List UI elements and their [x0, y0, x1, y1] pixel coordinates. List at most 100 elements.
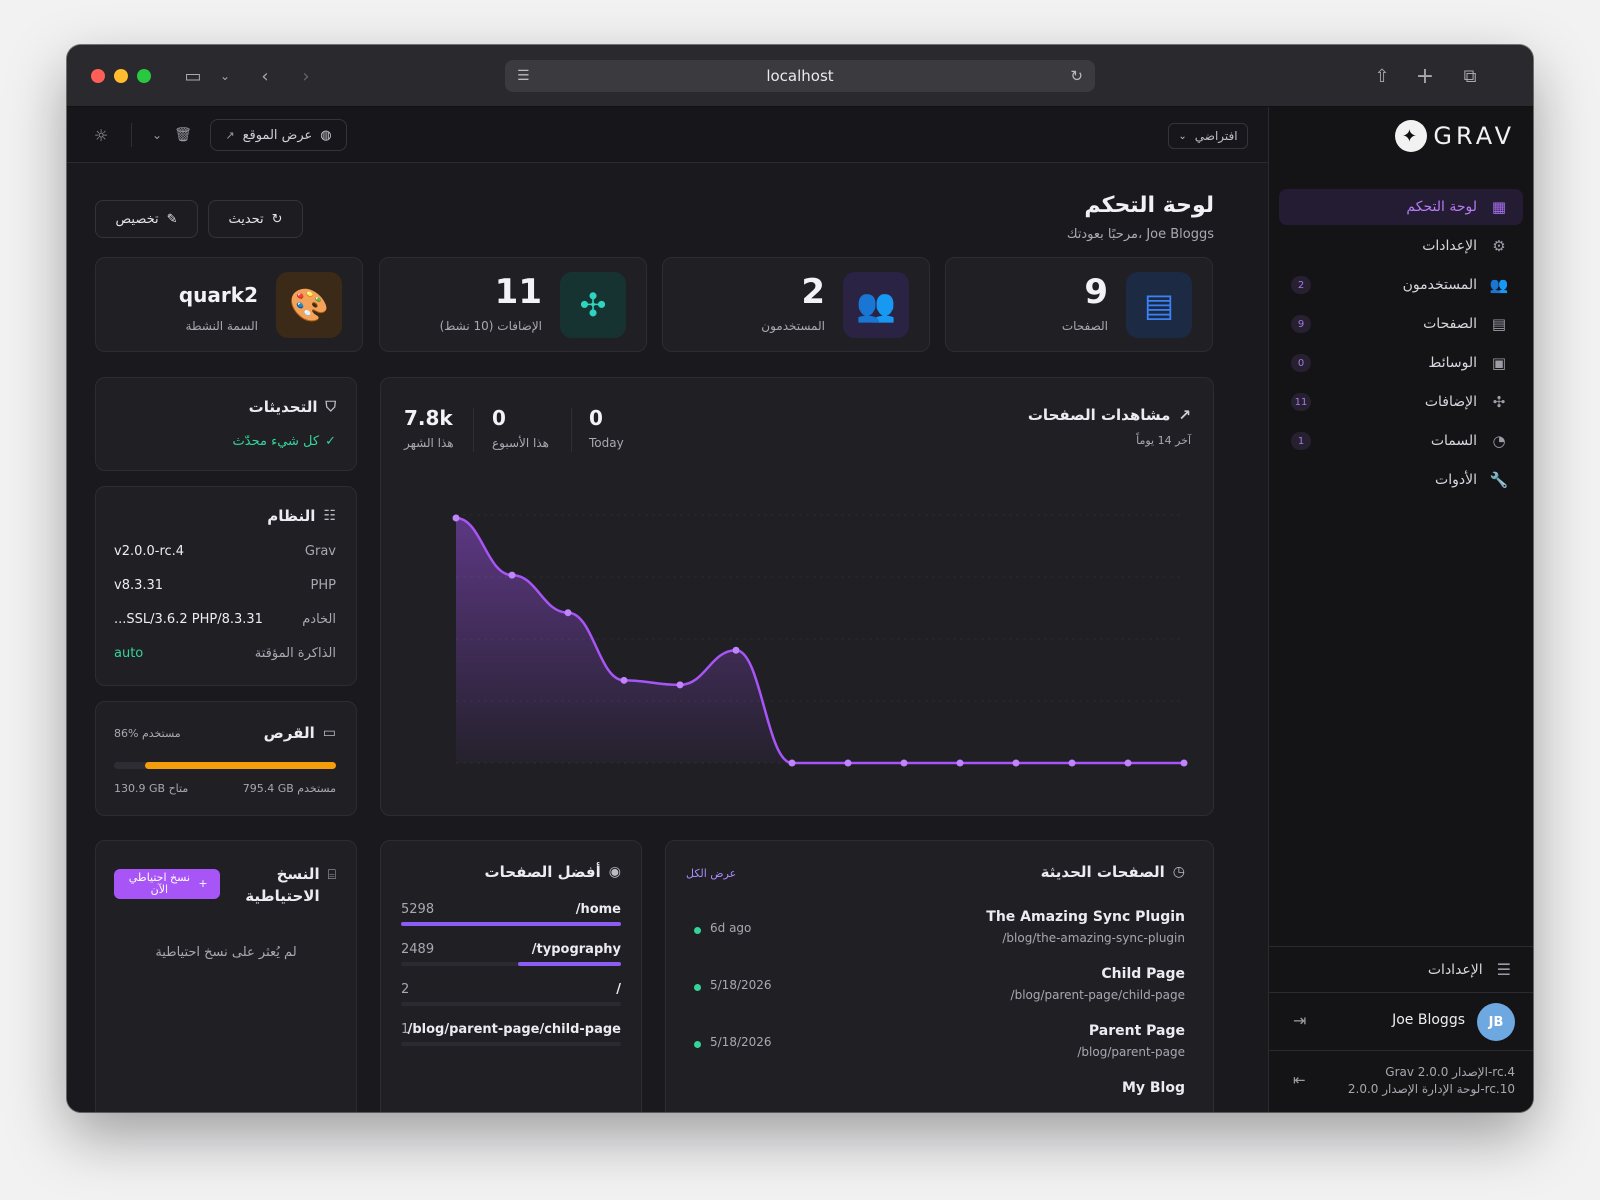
- data-point[interactable]: [1124, 759, 1132, 767]
- top-pages-title: أفضل الصفحات ◉: [485, 863, 621, 881]
- data-point[interactable]: [452, 514, 460, 522]
- recent-pages-title-text: الصفحات الحديثة: [1040, 863, 1165, 881]
- recent-page-row[interactable]: 5/18/2026 Child Page/blog/parent-page/chi…: [694, 964, 1185, 1014]
- hard-drive-icon: ▭: [322, 725, 336, 741]
- trash-icon[interactable]: 🗑: [174, 127, 192, 143]
- sidebar-item-label: المستخدمون: [1402, 277, 1477, 293]
- chevron-down-icon[interactable]: ⌄: [219, 69, 231, 83]
- backup-now-button[interactable]: نسخ احتياطي الآن +: [114, 869, 220, 899]
- customize-button[interactable]: تخصيص ✎: [95, 200, 198, 238]
- system-row: v8.3.31 PHP: [114, 578, 336, 598]
- top-page-row[interactable]: 1/blog/parent-page/child-page: [401, 1022, 621, 1056]
- recent-page-date: 5/18/2026: [710, 1035, 772, 1049]
- tabs-overview-icon[interactable]: ⧉: [1463, 65, 1477, 87]
- sidebar-settings-label: الإعدادات: [1427, 961, 1483, 978]
- back-icon[interactable]: ‹: [261, 65, 269, 87]
- grav-logo[interactable]: ✦ GRAV: [1395, 119, 1515, 153]
- data-point[interactable]: [1068, 759, 1076, 767]
- maximize-window-button[interactable]: [137, 69, 151, 83]
- sidebar-item-4[interactable]: 0 الوسائط ▣: [1279, 345, 1523, 381]
- stat-label: الإضافات (10 نشط): [439, 319, 542, 333]
- page-views-title-text: مشاهدات الصفحات: [1027, 406, 1171, 424]
- language-select[interactable]: ⌄ افتراضي: [1168, 123, 1248, 149]
- views-today-label: Today: [589, 436, 624, 450]
- data-point[interactable]: [732, 646, 740, 654]
- sidebar-settings-link[interactable]: الإعدادات ☰: [1269, 946, 1533, 992]
- user-panel: ⇥ Joe Bloggs JB: [1269, 992, 1533, 1050]
- top-page-row[interactable]: 2/: [401, 982, 621, 1016]
- data-point[interactable]: [620, 676, 628, 684]
- system-value: v8.3.31: [114, 578, 164, 593]
- refresh-button[interactable]: تحديث ↻: [208, 200, 303, 238]
- view-all-link[interactable]: عرض الكل: [686, 867, 737, 880]
- minimize-window-button[interactable]: [114, 69, 128, 83]
- top-page-row[interactable]: 2489/typography: [401, 942, 621, 976]
- sidebar-item-0[interactable]: لوحة التحكم ▦: [1279, 189, 1523, 225]
- page-views-title: مشاهدات الصفحات ↗: [1028, 406, 1191, 424]
- sidebar-item-2[interactable]: 2 المستخدمون 👥: [1279, 267, 1523, 303]
- sidebar-item-1[interactable]: الإعدادات ⚙: [1279, 228, 1523, 264]
- data-point[interactable]: [564, 609, 572, 617]
- theme-toggle-icon[interactable]: ☼: [93, 125, 109, 145]
- avatar[interactable]: JB: [1477, 1003, 1515, 1041]
- data-point[interactable]: [676, 681, 684, 689]
- recent-page-row[interactable]: 6d ago The Amazing Sync Plugin/blog/the-a…: [694, 907, 1185, 957]
- stat-card-users[interactable]: 👥 2 المستخدمون: [662, 257, 930, 352]
- no-backups-message: لم يُعثر على نسخ احتياطية: [155, 945, 297, 960]
- address-bar[interactable]: ☰ localhost ↻: [505, 60, 1095, 92]
- top-page-bar: [401, 922, 621, 926]
- data-point[interactable]: [844, 759, 852, 767]
- forward-icon[interactable]: ›: [302, 65, 310, 87]
- top-pages-title-text: أفضل الصفحات: [484, 863, 601, 881]
- backups-card: النسخ الاحتياطية ⌸ نسخ احتياطي الآن + لم…: [95, 840, 357, 1112]
- logout-icon[interactable]: ⇥: [1293, 1011, 1307, 1030]
- top-page-row[interactable]: 5298/home: [401, 902, 621, 936]
- sidebar-item-label: الأدوات: [1435, 472, 1477, 488]
- close-window-button[interactable]: [91, 69, 105, 83]
- recent-page-row[interactable]: My Blog: [694, 1078, 1185, 1112]
- recent-page-row[interactable]: 5/18/2026 Parent Page/blog/parent-page: [694, 1021, 1185, 1071]
- disk-free: 130.9 GB متاح: [114, 782, 189, 795]
- sidebar: ✦ GRAV لوحة التحكم ▦ الإعدادات ⚙ 2 المستخدمون…: [1268, 107, 1533, 1112]
- status-dot: [694, 927, 701, 934]
- stat-card-plugins[interactable]: ✣ 11 الإضافات (10 نشط): [379, 257, 647, 352]
- new-tab-icon[interactable]: +: [1415, 63, 1435, 89]
- views-week-value: 0: [492, 406, 506, 430]
- top-page-count: 2: [401, 982, 410, 997]
- sidebar-item-3[interactable]: 9 الصفحات ▤: [1279, 306, 1523, 342]
- data-point[interactable]: [508, 571, 516, 579]
- recent-page-title: Child Page: [1101, 966, 1185, 982]
- data-point[interactable]: [1180, 759, 1188, 767]
- disk-title-text: القرص: [263, 724, 315, 742]
- stat-card-pages[interactable]: ▤ 9 الصفحات: [945, 257, 1213, 352]
- divider: [131, 123, 132, 147]
- sidebar-toggle-icon[interactable]: ▭: [184, 65, 202, 87]
- data-point[interactable]: [1012, 759, 1020, 767]
- system-value: ...SSL/3.6.2 PHP/8.3.31: [114, 612, 263, 627]
- share-icon[interactable]: ⇧: [1374, 65, 1390, 87]
- data-point[interactable]: [900, 759, 908, 767]
- backup-now-label: نسخ احتياطي الآن: [128, 870, 191, 896]
- data-point[interactable]: [788, 759, 796, 767]
- data-point[interactable]: [956, 759, 964, 767]
- sidebar-item-7[interactable]: الأدوات 🔧: [1279, 462, 1523, 498]
- sidebar-item-5[interactable]: 11 الإضافات ✣: [1279, 384, 1523, 420]
- page-settings-icon[interactable]: ☰: [517, 68, 530, 84]
- reload-icon[interactable]: ↻: [1070, 67, 1083, 85]
- chevron-down-icon[interactable]: ⌄: [151, 128, 163, 142]
- collapse-sidebar-icon[interactable]: ⇤: [1293, 1071, 1306, 1089]
- chevron-down-icon: ⌄: [1178, 130, 1187, 142]
- trending-up-icon: ↗: [1178, 406, 1191, 424]
- view-site-button[interactable]: ↗ عرض الموقع ◍: [210, 119, 347, 151]
- admin-version: لوحة الإدارة الإصدار 2.0.0-rc.10: [1347, 1082, 1515, 1096]
- stat-value: 2: [801, 272, 825, 312]
- recent-pages-card: الصفحات الحديثة ◷ عرض الكل 6d ago The Ama…: [665, 840, 1214, 1112]
- browser-window: ▭ ⌄ ‹ › ☰ localhost ↻ ⇧ + ⧉ ☼ ⌄ 🗑 ↗ عرض …: [67, 45, 1533, 1112]
- sidebar-item-6[interactable]: 1 السمات ◔: [1279, 423, 1523, 459]
- top-page-path: /home: [575, 902, 621, 917]
- plus-icon: +: [198, 876, 208, 890]
- system-row: v2.0.0-rc.4 Grav: [114, 544, 336, 564]
- top-page-count: 2489: [401, 942, 435, 957]
- stat-card-theme[interactable]: 🎨 quark2 السمة النشطة: [95, 257, 363, 352]
- system-row: ...SSL/3.6.2 PHP/8.3.31 الخادم: [114, 612, 336, 632]
